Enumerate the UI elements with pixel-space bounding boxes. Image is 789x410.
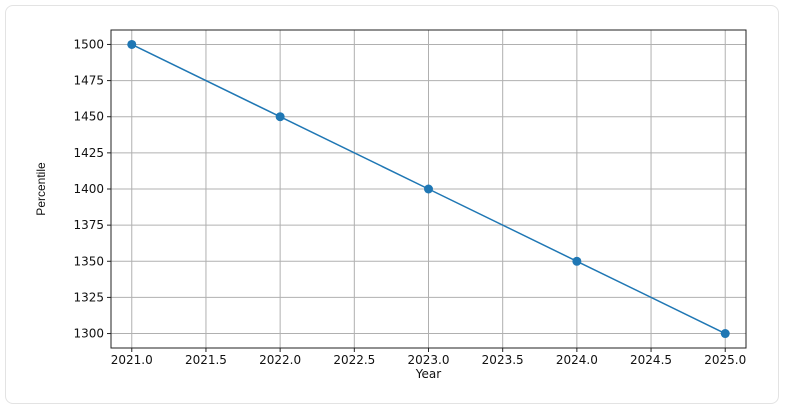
- y-tick-label: 1300: [73, 327, 104, 341]
- y-tick-label: 1350: [73, 254, 104, 268]
- data-point: [275, 112, 285, 122]
- data-point: [127, 39, 137, 49]
- x-tick-label: 2021.0: [111, 353, 153, 367]
- y-tick-label: 1400: [73, 182, 104, 196]
- x-tick-label: 2021.5: [185, 353, 227, 367]
- y-tick-label: 1475: [73, 74, 104, 88]
- data-point: [572, 256, 582, 266]
- data-point: [720, 329, 730, 339]
- data-point: [424, 184, 433, 194]
- grid-lines: [111, 30, 746, 348]
- y-tick-label: 1375: [73, 218, 104, 232]
- x-tick-label: 2024.0: [556, 353, 598, 367]
- x-tick-label: 2023.5: [482, 353, 524, 367]
- x-tick-label: 2024.5: [630, 353, 672, 367]
- y-axis-label: Percentile: [34, 162, 48, 216]
- y-tick-label: 1425: [73, 146, 104, 160]
- x-axis-label: Year: [415, 367, 441, 381]
- y-axis-ticks: 1300 1325 1350 1375 1400 1425 1450 1475 1500: [73, 37, 111, 341]
- y-tick-label: 1325: [73, 290, 104, 304]
- series-layer: [127, 39, 730, 339]
- x-tick-label: 2022.5: [333, 353, 375, 367]
- y-tick-label: 1500: [73, 37, 104, 51]
- y-tick-label: 1450: [73, 110, 104, 124]
- x-tick-label: 2025.0: [704, 353, 746, 367]
- chart-card: [5, 5, 779, 404]
- x-tick-label: 2023.0: [408, 353, 450, 367]
- x-tick-label: 2022.0: [259, 353, 301, 367]
- x-axis-ticks: 2021.0 2021.5 2022.0 2022.5 2023.0 2023.5 2024…: [111, 348, 746, 367]
